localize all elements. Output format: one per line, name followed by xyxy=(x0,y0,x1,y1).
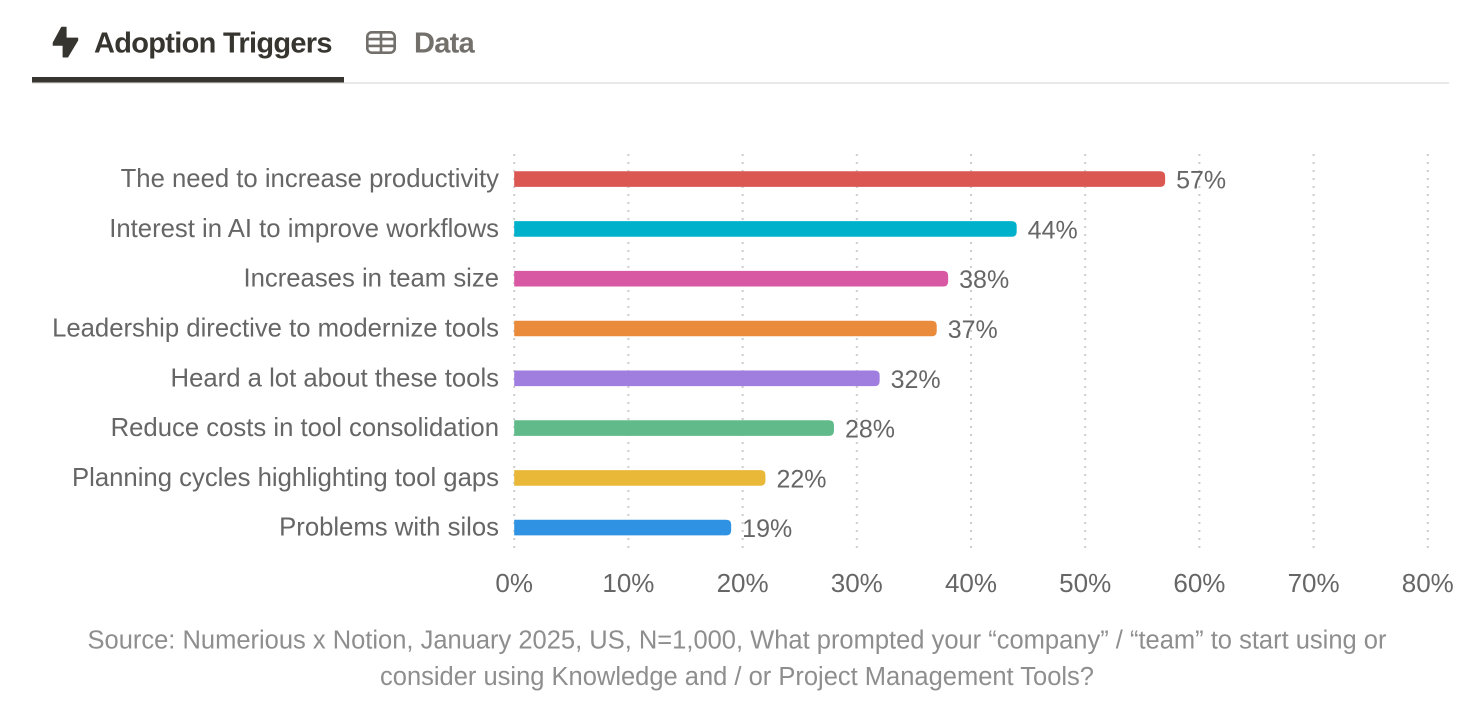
svg-text:Leadership directive to modern: Leadership directive to modernize tools xyxy=(52,315,499,343)
svg-text:Source: Numerious x Notion, Ja: Source: Numerious x Notion, January 2025… xyxy=(88,627,1387,655)
svg-text:19%: 19% xyxy=(742,515,792,543)
svg-text:10%: 10% xyxy=(602,568,654,598)
svg-text:0%: 0% xyxy=(495,568,533,598)
svg-text:60%: 60% xyxy=(1173,568,1225,598)
svg-text:Interest in AI to improve work: Interest in AI to improve workflows xyxy=(109,215,499,243)
svg-text:40%: 40% xyxy=(945,568,997,598)
svg-text:38%: 38% xyxy=(959,266,1009,294)
svg-text:Reduce costs in tool consolida: Reduce costs in tool consolidation xyxy=(111,414,499,442)
svg-text:44%: 44% xyxy=(1028,216,1078,244)
svg-text:37%: 37% xyxy=(948,316,998,344)
svg-text:Increases in team size: Increases in team size xyxy=(243,265,499,293)
svg-text:32%: 32% xyxy=(891,366,941,394)
svg-text:50%: 50% xyxy=(1059,568,1111,598)
svg-text:Data: Data xyxy=(414,28,476,60)
svg-text:80%: 80% xyxy=(1402,568,1454,598)
svg-text:Planning cycles highlighting t: Planning cycles highlighting tool gaps xyxy=(72,464,499,492)
svg-text:Heard a lot about these tools: Heard a lot about these tools xyxy=(171,364,499,392)
svg-text:57%: 57% xyxy=(1176,167,1226,195)
svg-text:22%: 22% xyxy=(776,465,826,493)
svg-text:consider using Knowledge and /: consider using Knowledge and / or Projec… xyxy=(380,663,1094,691)
svg-text:The need to increase productiv: The need to increase productivity xyxy=(121,165,500,193)
svg-text:30%: 30% xyxy=(831,568,883,598)
svg-text:Adoption Triggers: Adoption Triggers xyxy=(94,28,332,60)
svg-text:20%: 20% xyxy=(717,568,769,598)
svg-text:70%: 70% xyxy=(1288,568,1340,598)
svg-text:28%: 28% xyxy=(845,416,895,444)
svg-text:Problems with silos: Problems with silos xyxy=(279,514,499,542)
